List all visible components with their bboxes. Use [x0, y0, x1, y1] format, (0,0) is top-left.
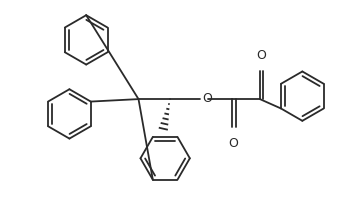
- Text: O: O: [256, 49, 266, 62]
- Text: O: O: [202, 92, 212, 105]
- Text: O: O: [228, 137, 238, 150]
